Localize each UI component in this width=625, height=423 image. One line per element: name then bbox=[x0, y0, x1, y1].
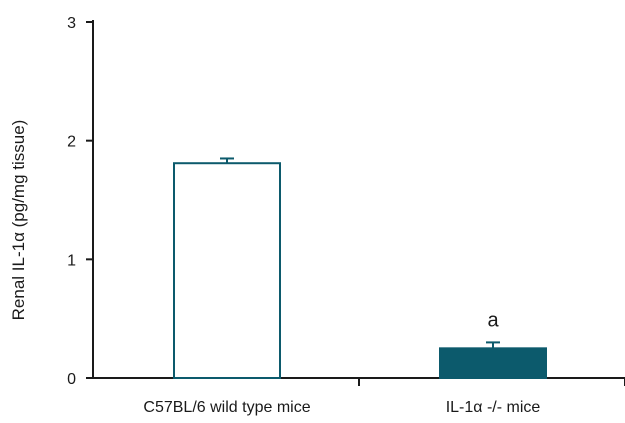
axes bbox=[86, 20, 625, 386]
x-category-label: C57BL/6 wild type mice bbox=[143, 399, 310, 416]
y-tick-label: 0 bbox=[67, 371, 76, 388]
bar bbox=[439, 347, 547, 380]
bar-annotation: a bbox=[487, 309, 499, 331]
bar bbox=[173, 162, 281, 379]
y-axis-label: Renal IL-1α (pg/mg tissue) bbox=[9, 120, 28, 321]
y-tick-label: 3 bbox=[67, 15, 76, 32]
labels: 0 1 2 3 C57BL/6 wild type mice a IL-1α -/- mic… bbox=[67, 15, 540, 416]
y-tick-label: 1 bbox=[67, 252, 76, 269]
bars bbox=[173, 157, 547, 380]
y-tick-label: 2 bbox=[67, 134, 76, 151]
x-category-label: IL-1α -/- mice bbox=[446, 399, 541, 416]
